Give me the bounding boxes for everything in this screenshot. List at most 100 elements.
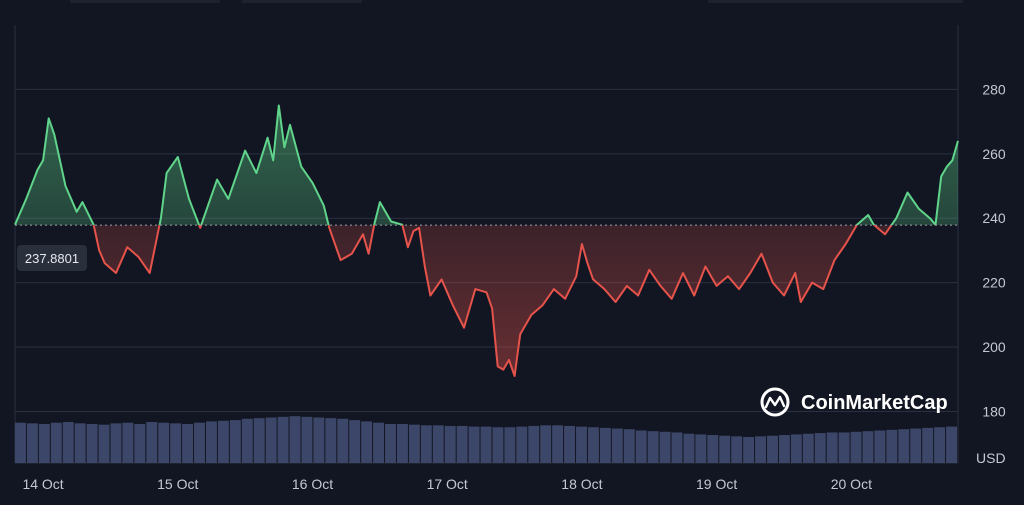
volume-bar [623,429,635,463]
brand-name: CoinMarketCap [801,392,948,414]
x-tick-label: 14 Oct [22,476,63,492]
volume-bar [170,423,182,463]
volume-bar [277,416,289,463]
volume-bar [158,422,170,463]
volume-bar [587,427,599,463]
volume-bar [337,418,349,463]
volume-bar [480,426,492,463]
y-tick-label: 180 [982,403,1006,419]
y-tick-label: 240 [982,210,1006,226]
volume-bar [755,436,767,463]
volume-bar [767,435,778,463]
volume-bar [110,423,122,463]
volume-bar [611,428,623,463]
volume-bar [874,430,886,463]
area-below-baseline [15,225,958,376]
brand-watermark: CoinMarketCap [760,387,948,417]
volume-bar [719,435,731,463]
volume-bar [802,433,814,463]
volume-bar [26,423,38,463]
volume-bar [325,418,337,463]
volume-bar [564,425,576,463]
x-axis: 14 Oct 15 Oct 16 Oct 17 Oct 18 Oct 19 Oct 20 O… [22,476,872,492]
volume-bar [15,422,26,463]
price-lines [14,104,959,377]
volume-bar [122,422,134,463]
volume-bar [922,427,934,463]
volume-bar [934,427,946,463]
volume-bar [289,416,301,463]
volume-bar [910,428,922,463]
volume-bars [15,416,957,463]
volume-bar [599,427,611,463]
volume-bar [528,425,540,463]
volume-bar [420,425,432,463]
volume-bar [838,432,850,463]
x-tick-label: 18 Oct [561,476,602,492]
x-tick-label: 19 Oct [696,476,737,492]
x-tick-label: 20 Oct [831,476,872,492]
volume-bar [205,421,217,463]
volume-bar [576,426,587,463]
volume-bar [50,422,62,463]
volume-bar [731,436,743,463]
volume-bar [671,432,683,463]
volume-bar [659,431,671,463]
price-area [15,105,958,376]
volume-bar [408,424,420,463]
y-tick-label: 260 [982,146,1006,162]
volume-bar [946,426,957,463]
volume-bar [456,425,468,463]
y-axis: 180 200 220 240 260 280 [982,81,1006,419]
volume-bar [814,433,826,463]
volume-bar [265,417,277,463]
volume-bar [886,429,898,463]
price-line-down [15,225,937,377]
volume-bar [301,416,313,463]
baseline-tag: 237.8801 [17,245,87,271]
volume-bar [229,420,241,463]
y-axis-unit: USD [976,450,1006,466]
y-tick-label: 280 [982,81,1006,97]
volume-bar [74,423,86,463]
volume-bar [790,434,802,463]
volume-bar [385,424,396,463]
volume-bar [62,422,74,463]
volume-bar [540,425,552,463]
x-tick-label: 15 Oct [157,476,198,492]
volume-bar [552,425,564,463]
volume-bar [253,418,265,463]
volume-bar [504,427,516,463]
volume-bar [683,433,695,463]
volume-bar [182,424,194,463]
volume-bar [38,424,50,463]
volume-bar [349,420,361,463]
volume-bar [707,435,719,463]
area-above-baseline [15,105,958,226]
y-tick-label: 220 [982,275,1006,291]
coinmarketcap-logo-icon [760,387,790,417]
volume-bar [194,422,205,463]
volume-bar [516,426,528,463]
volume-bar [898,429,910,463]
volume-bar [826,432,838,463]
volume-bar [468,426,480,463]
volume-bar [134,424,146,463]
volume-bar [850,431,862,463]
volume-bar [743,437,755,463]
baseline-value: 237.8801 [25,251,79,266]
y-tick-label: 200 [982,339,1006,355]
volume-bar [86,424,98,463]
price-line-up [14,104,959,226]
volume-bar [217,420,229,463]
volume-bar [695,434,707,463]
volume-bar [241,418,253,463]
volume-bar [444,425,456,463]
top-tab-mid [242,0,362,3]
volume-bar [492,427,504,463]
volume-bar [146,422,158,463]
volume-bar [778,435,790,463]
volume-bar [313,417,325,463]
x-tick-label: 17 Oct [427,476,468,492]
